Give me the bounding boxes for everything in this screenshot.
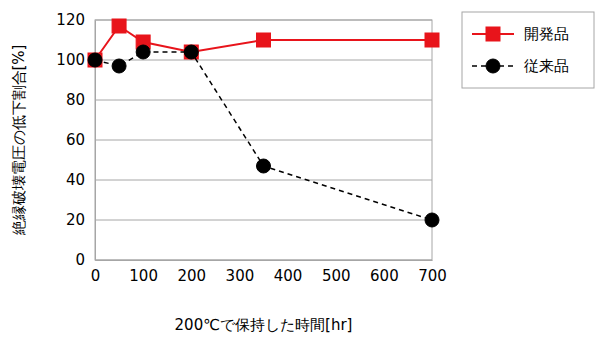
x-axis-line (96, 260, 433, 261)
y-tick: 60 (66, 131, 95, 149)
series-marker (88, 53, 102, 67)
grid-line (95, 60, 432, 61)
x-tick-label: 100 (129, 267, 158, 285)
x-tick: 700 (418, 260, 447, 285)
series-marker (184, 45, 198, 59)
y-tick-label: 0 (75, 251, 85, 269)
series-marker (425, 213, 439, 227)
y-tick: 120 (56, 11, 95, 29)
grid-line (95, 140, 432, 141)
x-tick-label: 300 (226, 267, 255, 285)
y-tick: 80 (66, 91, 95, 109)
y-tick-label: 60 (66, 131, 85, 149)
grid (95, 20, 432, 260)
y-tick-label: 100 (56, 51, 85, 69)
plot-frame (95, 20, 432, 260)
x-tick: 300 (226, 260, 255, 285)
x-tick-label: 400 (274, 267, 303, 285)
y-tick-label: 20 (66, 211, 85, 229)
x-tick: 200 (177, 260, 206, 285)
legend-marker (486, 27, 500, 41)
series-marker (257, 33, 271, 47)
x-axis-title: 200℃で保持した時間[hr] (175, 316, 353, 334)
x-tick-label: 500 (322, 267, 351, 285)
y-tick-label: 40 (66, 171, 85, 189)
x-tick: 0 (91, 260, 101, 285)
y-tick-label: 120 (56, 11, 85, 29)
legend-label: 従来品 (524, 57, 569, 75)
series-marker (112, 59, 126, 73)
series-marker (184, 45, 198, 59)
series-marker (112, 19, 126, 33)
x-tick: 100 (129, 260, 158, 285)
grid-line (95, 220, 432, 221)
x-tick: 500 (322, 260, 351, 285)
legend-box (462, 12, 594, 88)
y-tick: 0 (75, 251, 95, 269)
grid-line (95, 180, 432, 181)
series-marker (425, 33, 439, 47)
x-tick-label: 200 (177, 267, 206, 285)
x-tick-label: 0 (91, 267, 101, 285)
legend-marker (486, 59, 500, 73)
y-tick: 20 (66, 211, 95, 229)
x-tick-label: 600 (370, 267, 399, 285)
series-line (95, 26, 432, 60)
series-marker (136, 45, 150, 59)
legend: 開発品従来品 (462, 12, 594, 88)
x-tick-label: 700 (418, 267, 447, 285)
x-axis: 0 100 200 300 400 500 600 700 (91, 260, 447, 285)
series-marker (88, 53, 102, 67)
series-line (95, 52, 432, 220)
x-tick: 600 (370, 260, 399, 285)
x-tick: 400 (274, 260, 303, 285)
marks (88, 19, 439, 227)
chart: 0 100 200 300 400 500 600 700 0 20 40 60 80 100 120 200… (0, 0, 600, 344)
y-tick-label: 80 (66, 91, 85, 109)
legend-label: 開発品 (524, 25, 569, 43)
grid-line (95, 100, 432, 101)
y-tick: 40 (66, 171, 95, 189)
y-axis: 0 20 40 60 80 100 120 (56, 11, 95, 269)
plot: 0 100 200 300 400 500 600 700 0 20 40 60 80 100 120 (56, 11, 446, 284)
y-axis-title: 絶縁破壊電圧の低下割合[%] (10, 45, 28, 237)
series-marker (257, 159, 271, 173)
